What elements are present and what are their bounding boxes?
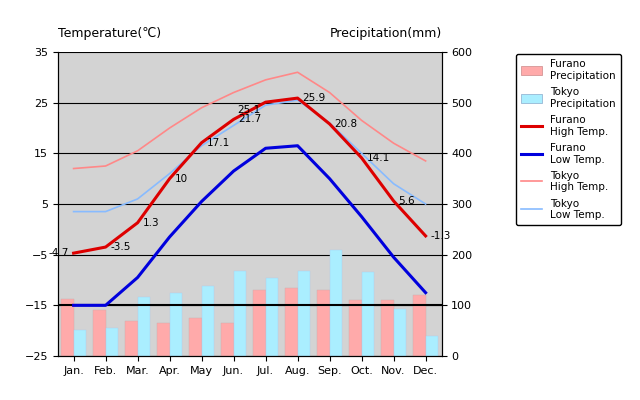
Text: 10: 10	[174, 174, 188, 184]
Text: 21.7: 21.7	[239, 114, 262, 124]
Bar	[285, 288, 298, 356]
Legend: Furano
Precipitation, Tokyo
Precipitation, Furano
High Temp., Furano
Low Temp., : Furano Precipitation, Tokyo Precipitatio…	[516, 54, 621, 226]
Bar	[202, 286, 214, 356]
Text: 25.1: 25.1	[237, 105, 261, 115]
Text: -1.3: -1.3	[430, 231, 451, 241]
Bar	[298, 271, 310, 356]
Bar	[157, 323, 170, 356]
Bar	[234, 271, 246, 356]
Text: 14.1: 14.1	[366, 153, 390, 163]
Bar	[106, 328, 118, 356]
Bar	[317, 290, 330, 356]
Bar	[381, 300, 394, 356]
Text: 1.3: 1.3	[142, 218, 159, 228]
Bar	[125, 320, 138, 356]
Text: 17.1: 17.1	[206, 138, 230, 148]
Bar	[362, 272, 374, 356]
Bar	[394, 309, 406, 356]
Bar	[93, 310, 106, 356]
Text: 20.8: 20.8	[334, 119, 358, 129]
Bar	[266, 278, 278, 356]
Bar	[138, 297, 150, 356]
Text: Precipitation(mm): Precipitation(mm)	[330, 27, 442, 40]
Bar	[189, 318, 202, 356]
Text: -3.5: -3.5	[110, 242, 131, 252]
Text: 25.9: 25.9	[302, 93, 326, 103]
Bar	[330, 250, 342, 356]
Text: 5.6: 5.6	[398, 196, 415, 206]
Text: Temperature(℃): Temperature(℃)	[58, 27, 161, 40]
Bar	[349, 300, 362, 356]
Bar	[221, 323, 234, 356]
Bar	[253, 290, 266, 356]
Bar	[61, 299, 74, 356]
Bar	[426, 336, 438, 356]
Text: -4.7: -4.7	[49, 248, 69, 258]
Bar	[74, 330, 86, 356]
Bar	[170, 293, 182, 356]
Bar	[413, 295, 426, 356]
